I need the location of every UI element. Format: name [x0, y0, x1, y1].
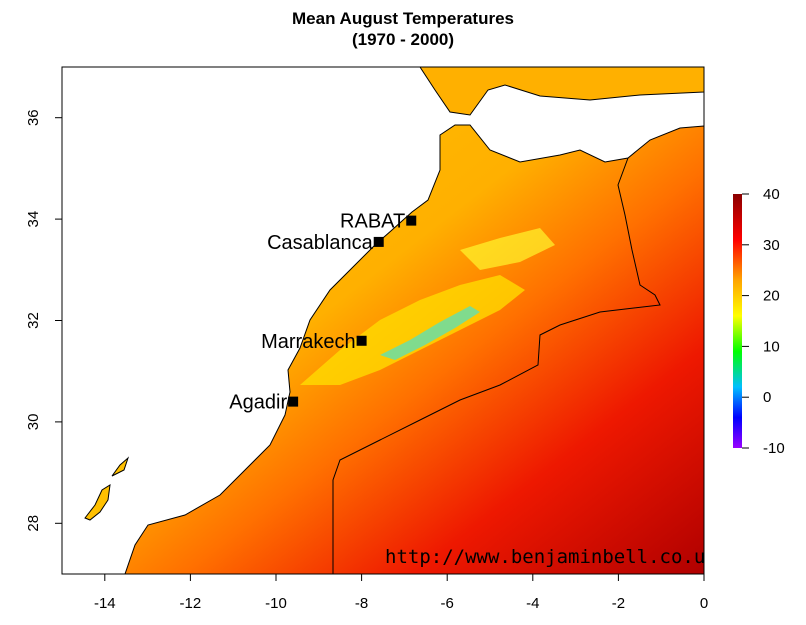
- x-tick-label: -10: [265, 595, 287, 612]
- legend-tick-label: 20: [763, 288, 780, 305]
- map-title: Mean August Temperatures (1970 - 2000): [0, 8, 806, 50]
- atlas-mountains: [300, 275, 525, 385]
- x-tick-label: -6: [441, 595, 454, 612]
- title-line-2: (1970 - 2000): [351, 30, 455, 49]
- legend-tick-label: 10: [763, 338, 780, 355]
- canary-island-2: [111, 456, 130, 477]
- city-marker: [406, 215, 417, 226]
- city-label: Casablanca: [267, 232, 374, 254]
- legend-tick-label: 30: [763, 237, 780, 254]
- legend-colorbar: [733, 194, 742, 448]
- city-label: RABAT: [340, 211, 405, 233]
- spain-land: [419, 67, 704, 116]
- y-tick-label: 36: [25, 109, 42, 126]
- y-tick-label: 34: [25, 211, 42, 228]
- city-label: Agadir: [229, 392, 287, 414]
- y-tick-label: 28: [25, 515, 42, 532]
- x-tick-label: -8: [355, 595, 368, 612]
- border-east: [332, 157, 661, 574]
- city-agadir: Agadir: [229, 392, 299, 414]
- city-marker: [288, 396, 299, 407]
- city-rabat: RABAT: [340, 211, 417, 233]
- x-tick-label: -4: [526, 595, 539, 612]
- city-marker: [373, 236, 384, 247]
- x-tick-label: 0: [700, 595, 708, 612]
- city-label: Marrakech: [261, 331, 355, 353]
- y-axis: 28 30 32 34 36: [25, 109, 62, 532]
- x-tick-label: -12: [180, 595, 202, 612]
- credit-text: http://www.benjaminbell.co.uk: [385, 546, 717, 568]
- x-tick-label: -2: [612, 595, 625, 612]
- legend-tick-label: 0: [763, 389, 771, 406]
- legend-tick-label: 40: [763, 186, 780, 203]
- title-line-1: Mean August Temperatures: [292, 9, 514, 28]
- middle-atlas: [460, 228, 555, 270]
- high-atlas-peaks: [380, 306, 480, 360]
- legend-tick-label: -10: [763, 440, 785, 457]
- canary-island-1: [84, 484, 111, 521]
- legend-ticks: 40 30 20 10 0 -10: [742, 186, 785, 457]
- x-tick-label: -14: [94, 595, 116, 612]
- city-casablanca: Casablanca: [267, 232, 384, 254]
- x-axis: -14 -12 -10 -8 -6 -4 -2 0: [62, 573, 708, 612]
- y-tick-label: 30: [25, 414, 42, 431]
- y-tick-label: 32: [25, 312, 42, 329]
- city-marker: [356, 335, 367, 346]
- city-marrakech: Marrakech: [261, 331, 367, 353]
